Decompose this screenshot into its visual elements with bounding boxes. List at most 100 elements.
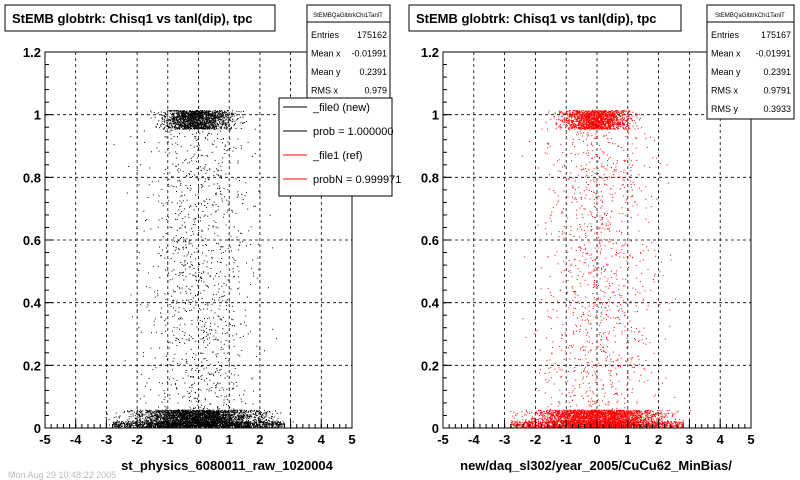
scatter-point: [157, 417, 159, 419]
scatter-point: [222, 121, 224, 123]
scatter-point: [219, 424, 221, 426]
scatter-point: [202, 421, 204, 423]
scatter-point: [221, 411, 223, 413]
scatter-point: [233, 423, 235, 424]
scatter-point: [247, 414, 249, 416]
scatter-point: [234, 417, 236, 419]
scatter-point: [161, 120, 163, 122]
scatter-point: [200, 418, 202, 420]
scatter-point: [206, 421, 208, 423]
scatter-point: [190, 425, 192, 427]
scatter-point: [241, 425, 243, 427]
scatter-point: [145, 417, 147, 419]
scatter-point: [161, 417, 163, 419]
scatter-point: [192, 413, 194, 415]
scatter-point: [254, 419, 256, 421]
scatter-point: [175, 422, 177, 424]
scatter-point: [212, 425, 214, 427]
scatter-point: [188, 412, 190, 414]
scatter-point: [211, 424, 213, 426]
scatter-point: [272, 422, 274, 424]
scatter-point: [187, 425, 189, 427]
scatter-point: [179, 111, 180, 113]
scatter-point: [108, 418, 110, 420]
scatter-point: [226, 425, 228, 427]
scatter-point: [217, 414, 219, 415]
scatter-point: [211, 423, 213, 425]
scatter-point: [276, 422, 278, 424]
scatter-point: [138, 423, 140, 425]
scatter-point: [271, 413, 273, 415]
left-panel: StEMB globtrk: Chisq1 vs tanl(dip), tpc …: [4, 4, 401, 480]
scatter-point: [230, 417, 231, 419]
scatter-point: [207, 415, 209, 417]
scatter-point: [211, 426, 213, 428]
scatter-point: [201, 413, 203, 415]
scatter-point: [174, 422, 176, 424]
scatter-point: [168, 127, 169, 128]
scatter-point: [152, 423, 154, 425]
scatter-point: [139, 421, 140, 423]
scatter-point: [157, 421, 159, 423]
scatter-point: [226, 420, 228, 422]
scatter-point: [147, 425, 149, 427]
scatter-point: [159, 127, 160, 129]
scatter-point: [159, 412, 161, 414]
scatter-point: [188, 417, 190, 419]
scatter-point: [289, 413, 291, 415]
scatter-point: [264, 420, 266, 422]
scatter-point: [146, 410, 148, 412]
scatter-point: [263, 424, 265, 426]
scatter-point: [239, 419, 241, 421]
scatter-point: [228, 419, 230, 420]
scatter-point: [165, 409, 167, 411]
scatter-point: [269, 411, 271, 413]
scatter-point: [162, 414, 164, 416]
scatter-point: [165, 424, 167, 426]
scatter-point: [132, 410, 133, 412]
scatter-point: [193, 423, 195, 425]
scatter-point: [207, 427, 209, 429]
scatter-point: [217, 128, 219, 130]
scatter-point: [227, 116, 229, 118]
scatter-point: [242, 420, 244, 422]
scatter-point: [184, 413, 186, 415]
scatter-point: [227, 421, 228, 423]
scatter-point: [154, 420, 156, 422]
scatter-point: [246, 424, 248, 425]
scatter-point: [177, 424, 179, 426]
scatter-point: [166, 410, 168, 412]
scatter-point: [190, 423, 192, 425]
scatter-point: [225, 424, 227, 426]
scatter-point: [258, 421, 260, 423]
scatter-point: [218, 117, 220, 119]
scatter-point: [191, 424, 193, 426]
scatter-point: [228, 418, 230, 420]
scatter-point: [133, 420, 135, 422]
scatter-point: [178, 422, 180, 424]
scatter-point: [141, 426, 143, 428]
scatter-point: [189, 418, 191, 420]
scatter-point: [218, 418, 220, 419]
scatter-point: [170, 422, 172, 424]
scatter-point: [192, 116, 194, 118]
scatter-point: [137, 409, 138, 411]
scatter-point: [231, 413, 233, 415]
scatter-point: [127, 425, 129, 427]
scatter-point: [202, 420, 204, 422]
scatter-point: [154, 426, 156, 428]
scatter-point: [292, 421, 294, 423]
scatter-point: [215, 410, 217, 412]
scatter-point: [159, 416, 161, 417]
scatter-point: [200, 121, 202, 123]
scatter-point: [206, 412, 208, 414]
scatter-point: [171, 125, 173, 127]
scatter-point: [278, 425, 280, 427]
scatter-point: [169, 424, 171, 426]
scatter-point: [179, 421, 181, 423]
scatter-point: [115, 412, 117, 414]
scatter-point: [268, 425, 270, 427]
scatter-point: [197, 414, 199, 416]
scatter-point: [191, 119, 193, 121]
scatter-point: [221, 414, 223, 416]
